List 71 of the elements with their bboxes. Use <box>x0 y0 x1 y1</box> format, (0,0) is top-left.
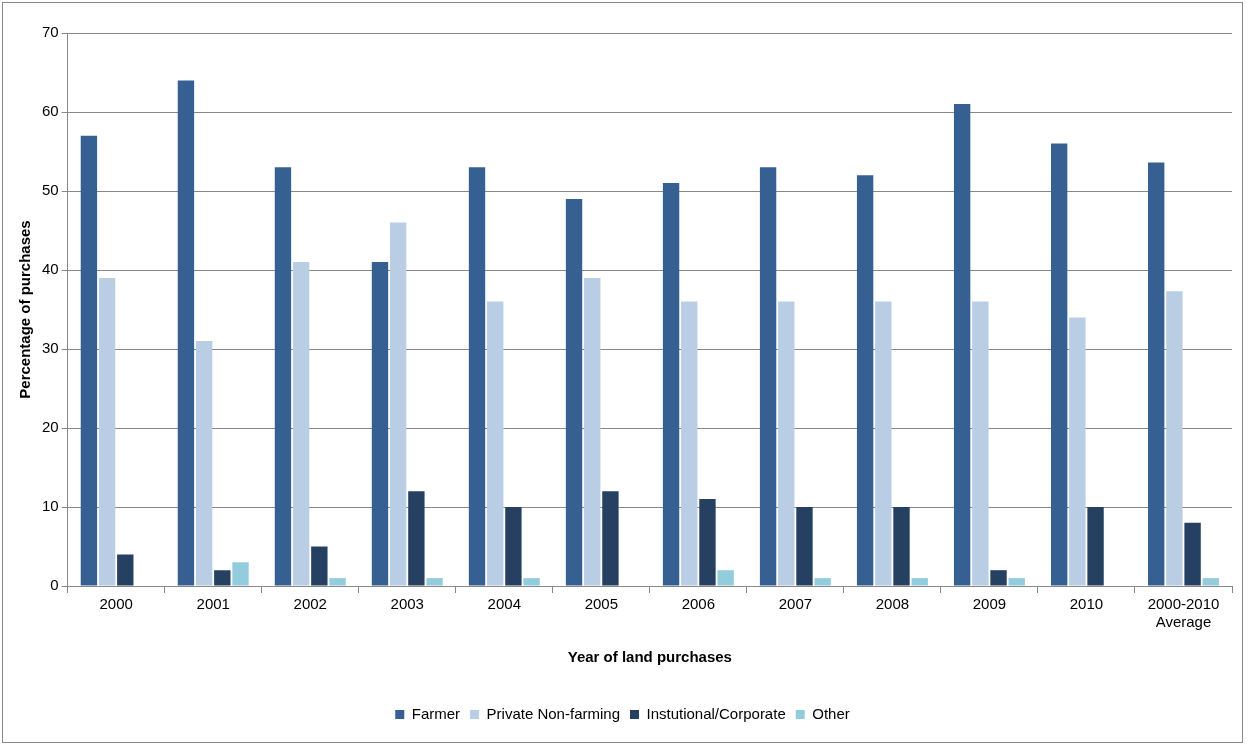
y-tick-label: 30 <box>42 339 59 357</box>
y-tick-label: 10 <box>42 497 59 515</box>
bar <box>796 507 813 586</box>
x-tick-label: 2001 <box>196 595 230 613</box>
bar <box>662 183 680 586</box>
legend-label: Private Non-farming <box>486 704 620 722</box>
x-tick-label: 2000-2010 Average <box>1147 595 1220 631</box>
y-tick-label: 60 <box>42 102 59 120</box>
legend-label: Farmer <box>411 704 461 722</box>
bar <box>972 301 989 586</box>
bar <box>1166 291 1183 586</box>
bar <box>117 554 134 586</box>
x-tick-label: 2000 <box>99 595 133 613</box>
bar <box>1202 578 1219 586</box>
x-tick-label: 2002 <box>293 595 327 613</box>
y-tick-label: 50 <box>42 181 59 199</box>
bar <box>759 167 777 586</box>
x-tick-label: 2006 <box>681 595 716 613</box>
bar <box>311 546 328 586</box>
bar <box>856 175 874 586</box>
bar <box>292 262 310 586</box>
bar <box>699 499 716 586</box>
x-tick-label: 2005 <box>584 595 619 613</box>
bar <box>98 277 116 586</box>
bar <box>329 578 346 586</box>
bar <box>1087 507 1104 586</box>
x-tick-label: 2010 <box>1069 595 1104 613</box>
bar <box>80 135 98 586</box>
bar <box>426 578 443 586</box>
bar <box>1050 143 1068 586</box>
bar <box>717 570 734 586</box>
y-tick-label: 20 <box>42 418 59 436</box>
y-tick-label: 40 <box>42 260 59 278</box>
bar <box>602 491 619 586</box>
bar <box>389 222 407 586</box>
bar <box>232 562 249 586</box>
bar <box>487 301 504 586</box>
x-axis-title: Year of land purchases <box>567 648 732 666</box>
bar <box>214 570 231 586</box>
bar <box>1148 162 1165 586</box>
bar <box>195 341 213 586</box>
legend-label: Instutional/Corporate <box>646 704 786 722</box>
bar <box>408 491 425 586</box>
x-tick-label: 2008 <box>875 595 910 613</box>
bar <box>505 507 522 586</box>
bar <box>565 198 583 586</box>
bar <box>1069 317 1086 586</box>
bar <box>1184 522 1201 586</box>
bar <box>274 167 292 586</box>
legend-label: Other <box>812 704 850 722</box>
bar <box>814 578 831 586</box>
bar <box>893 507 910 586</box>
bar <box>911 578 928 586</box>
bar <box>1008 578 1025 586</box>
y-axis-title: Percentage of purchases <box>16 220 34 399</box>
x-tick-label: 2009 <box>972 595 1007 613</box>
bar <box>681 301 698 586</box>
bar <box>177 80 195 586</box>
bar <box>875 301 892 586</box>
bar <box>584 277 601 586</box>
y-tick-label: 70 <box>42 23 59 41</box>
x-tick-label: 2003 <box>390 595 424 613</box>
bar <box>953 104 971 586</box>
bar <box>778 301 795 586</box>
bar <box>523 578 540 586</box>
bar <box>990 570 1007 586</box>
bar <box>468 167 486 586</box>
y-tick-label: 0 <box>50 576 59 594</box>
bar <box>371 262 389 586</box>
x-tick-label: 2007 <box>778 595 813 613</box>
x-tick-label: 2004 <box>487 595 521 613</box>
